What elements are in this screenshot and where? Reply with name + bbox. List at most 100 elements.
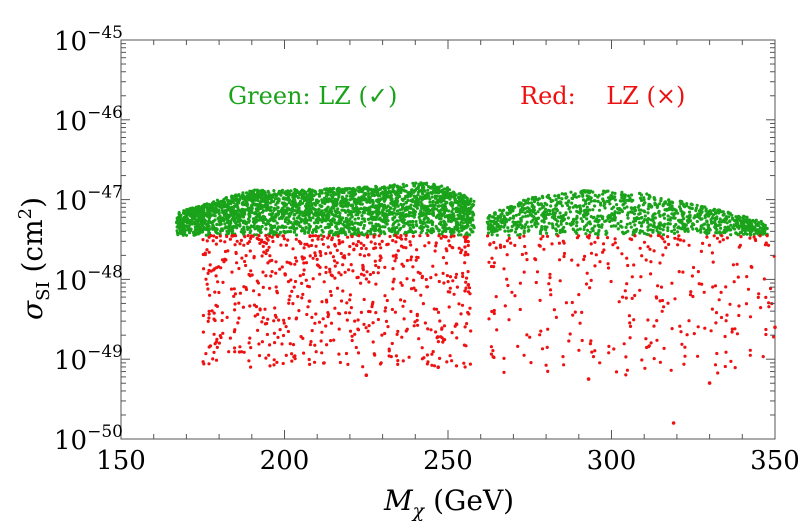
data-point [313,190,318,194]
data-point [699,249,704,253]
data-point [213,342,217,346]
data-point [185,214,189,218]
data-point [534,219,539,223]
data-point [647,223,651,227]
data-point [194,227,198,231]
data-point [237,209,241,213]
data-point [356,275,360,279]
data-point [237,223,241,227]
data-point [468,306,472,310]
data-point [313,360,317,364]
data-point [293,208,297,213]
data-point [396,362,400,366]
data-point [583,254,587,258]
data-point [445,360,449,364]
data-point [320,330,324,334]
data-point [248,231,252,235]
data-point [612,213,617,218]
data-point [467,286,472,290]
data-point [687,219,691,223]
data-point [387,191,391,195]
data-point [195,211,199,215]
data-point [732,280,736,284]
data-point [463,289,467,293]
data-point [217,341,221,345]
data-point [378,225,382,229]
data-point [548,276,552,280]
data-point [335,261,339,265]
data-point [379,229,383,233]
data-point [506,205,510,210]
data-point [587,201,591,206]
data-point [670,204,674,208]
data-point [496,222,500,227]
data-point [729,359,733,363]
data-point [621,295,625,299]
data-point [564,192,568,196]
data-point [745,232,749,236]
data-point [748,225,752,229]
data-point [324,252,328,256]
data-point [629,206,633,210]
data-point [678,207,683,211]
data-point [242,230,246,234]
data-point [225,212,229,216]
data-point [270,235,274,239]
data-point [443,215,447,219]
data-point [727,226,731,230]
data-point [333,221,337,225]
data-point [728,302,732,306]
data-point [502,370,506,374]
data-point [638,229,643,233]
data-point [196,224,200,228]
data-point [614,224,618,228]
data-point [426,233,430,238]
data-point [521,215,525,219]
data-point [351,242,355,246]
data-point [466,283,470,287]
data-point [287,195,291,199]
data-point [246,227,250,231]
data-point [680,201,684,205]
data-point [317,216,321,220]
data-point [543,201,547,205]
data-point [287,316,291,320]
data-point [489,352,493,356]
data-point [371,340,375,344]
data-point [546,327,550,331]
data-point [288,342,292,346]
data-point [332,232,336,236]
data-point [591,355,596,359]
data-point [413,210,418,214]
data-point [588,222,593,226]
data-point [394,256,398,260]
data-point [447,239,451,243]
data-point [424,224,428,228]
data-point [625,205,629,209]
data-point [370,190,374,194]
data-point [211,227,215,231]
data-point [738,219,742,223]
data-point [589,251,594,255]
data-point [356,209,360,213]
data-point [333,209,337,213]
data-point [224,217,228,221]
data-point [314,218,318,222]
data-point [577,293,581,297]
data-point [638,288,642,292]
data-point [612,347,616,351]
data-point [469,329,473,333]
data-point [290,352,294,356]
data-point [742,214,746,218]
data-point [721,210,725,214]
data-point [201,238,205,242]
data-point [468,227,473,231]
data-point [237,266,241,271]
data-point [359,310,363,314]
data-point [591,190,595,194]
data-point [180,223,185,227]
data-point [325,198,329,202]
data-point [423,244,427,248]
data-point [369,229,373,233]
data-point [324,270,328,275]
